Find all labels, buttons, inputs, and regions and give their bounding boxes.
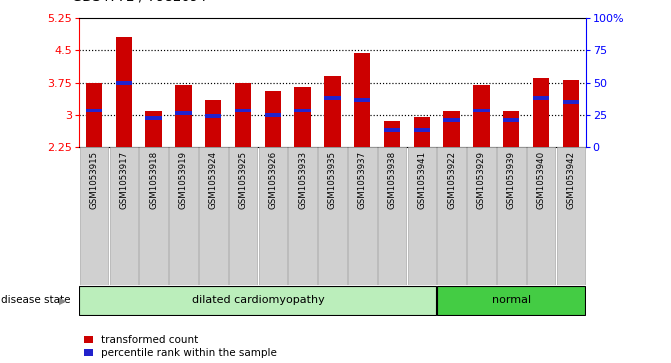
Bar: [324, 96, 341, 99]
Text: GSM1053939: GSM1053939: [507, 151, 516, 209]
Bar: [354, 98, 370, 102]
Bar: [258, 147, 287, 285]
Bar: [235, 109, 251, 113]
Bar: [497, 147, 525, 285]
Text: GDS4772 / 7982094: GDS4772 / 7982094: [72, 0, 207, 4]
Bar: [235, 83, 251, 147]
Bar: [407, 147, 436, 285]
Text: dilated cardiomyopathy: dilated cardiomyopathy: [192, 295, 324, 305]
Bar: [414, 128, 430, 132]
Bar: [467, 147, 496, 285]
Text: GSM1053915: GSM1053915: [89, 151, 99, 209]
Text: GSM1053929: GSM1053929: [477, 151, 486, 209]
Bar: [348, 147, 376, 285]
Bar: [473, 85, 490, 147]
Bar: [115, 81, 132, 85]
Bar: [533, 78, 550, 147]
Text: disease state: disease state: [1, 295, 71, 305]
Bar: [229, 147, 258, 285]
Bar: [140, 147, 168, 285]
Bar: [79, 286, 436, 315]
Bar: [199, 147, 227, 285]
Bar: [437, 286, 586, 315]
Bar: [556, 147, 585, 285]
Legend: transformed count, percentile rank within the sample: transformed count, percentile rank withi…: [85, 335, 277, 358]
Text: GSM1053926: GSM1053926: [268, 151, 277, 209]
Bar: [437, 147, 466, 285]
Bar: [295, 109, 311, 113]
Text: GSM1053918: GSM1053918: [149, 151, 158, 209]
Text: GSM1053933: GSM1053933: [298, 151, 307, 209]
Bar: [533, 96, 550, 99]
Bar: [473, 109, 490, 113]
Text: GSM1053925: GSM1053925: [239, 151, 248, 209]
Bar: [115, 37, 132, 147]
Bar: [80, 147, 109, 285]
Bar: [109, 147, 138, 285]
Text: normal: normal: [492, 295, 531, 305]
Bar: [414, 117, 430, 147]
Bar: [354, 53, 370, 147]
Text: GSM1053922: GSM1053922: [447, 151, 456, 209]
Bar: [503, 110, 519, 147]
Text: GSM1053937: GSM1053937: [358, 151, 367, 209]
Text: GSM1053935: GSM1053935: [328, 151, 337, 209]
Text: GSM1053924: GSM1053924: [209, 151, 218, 209]
Bar: [175, 85, 192, 147]
Bar: [563, 81, 579, 147]
Bar: [563, 100, 579, 104]
Text: ▶: ▶: [59, 295, 66, 305]
Text: GSM1053942: GSM1053942: [566, 151, 576, 209]
Bar: [264, 113, 281, 117]
Text: GSM1053919: GSM1053919: [179, 151, 188, 209]
Text: GSM1053941: GSM1053941: [417, 151, 426, 209]
Bar: [86, 83, 102, 147]
Bar: [324, 76, 341, 147]
Text: GSM1053940: GSM1053940: [537, 151, 546, 209]
Bar: [205, 114, 221, 118]
Bar: [378, 147, 407, 285]
Text: GSM1053917: GSM1053917: [119, 151, 128, 209]
Bar: [503, 118, 519, 122]
Bar: [384, 128, 401, 132]
Bar: [527, 147, 556, 285]
Bar: [175, 111, 192, 115]
Bar: [444, 110, 460, 147]
Text: GSM1053938: GSM1053938: [388, 151, 397, 209]
Bar: [169, 147, 198, 285]
Bar: [444, 118, 460, 122]
Bar: [205, 100, 221, 147]
Bar: [146, 116, 162, 120]
Bar: [295, 87, 311, 147]
Bar: [264, 91, 281, 147]
Bar: [86, 109, 102, 113]
Bar: [384, 121, 401, 147]
Bar: [318, 147, 347, 285]
Bar: [289, 147, 317, 285]
Bar: [146, 110, 162, 147]
